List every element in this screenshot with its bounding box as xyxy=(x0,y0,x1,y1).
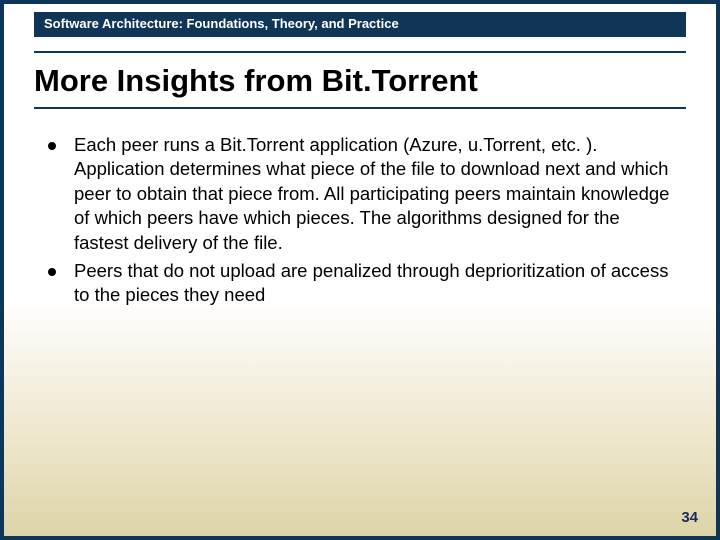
header-title: Software Architecture: Foundations, Theo… xyxy=(44,16,399,31)
page-number: 34 xyxy=(681,509,698,526)
slide-title: More Insights from Bit.Torrent xyxy=(34,63,686,107)
header-bar: Software Architecture: Foundations, Theo… xyxy=(34,12,686,37)
bullet-icon xyxy=(48,268,56,276)
title-underline xyxy=(34,107,686,109)
bullet-icon xyxy=(48,142,56,150)
bullet-text: Each peer runs a Bit.Torrent application… xyxy=(74,133,672,255)
top-divider xyxy=(34,51,686,53)
list-item: Each peer runs a Bit.Torrent application… xyxy=(48,133,672,255)
bullet-text: Peers that do not upload are penalized t… xyxy=(74,259,672,308)
content-area: Each peer runs a Bit.Torrent application… xyxy=(48,133,672,308)
list-item: Peers that do not upload are penalized t… xyxy=(48,259,672,308)
slide-container: Software Architecture: Foundations, Theo… xyxy=(0,0,720,540)
